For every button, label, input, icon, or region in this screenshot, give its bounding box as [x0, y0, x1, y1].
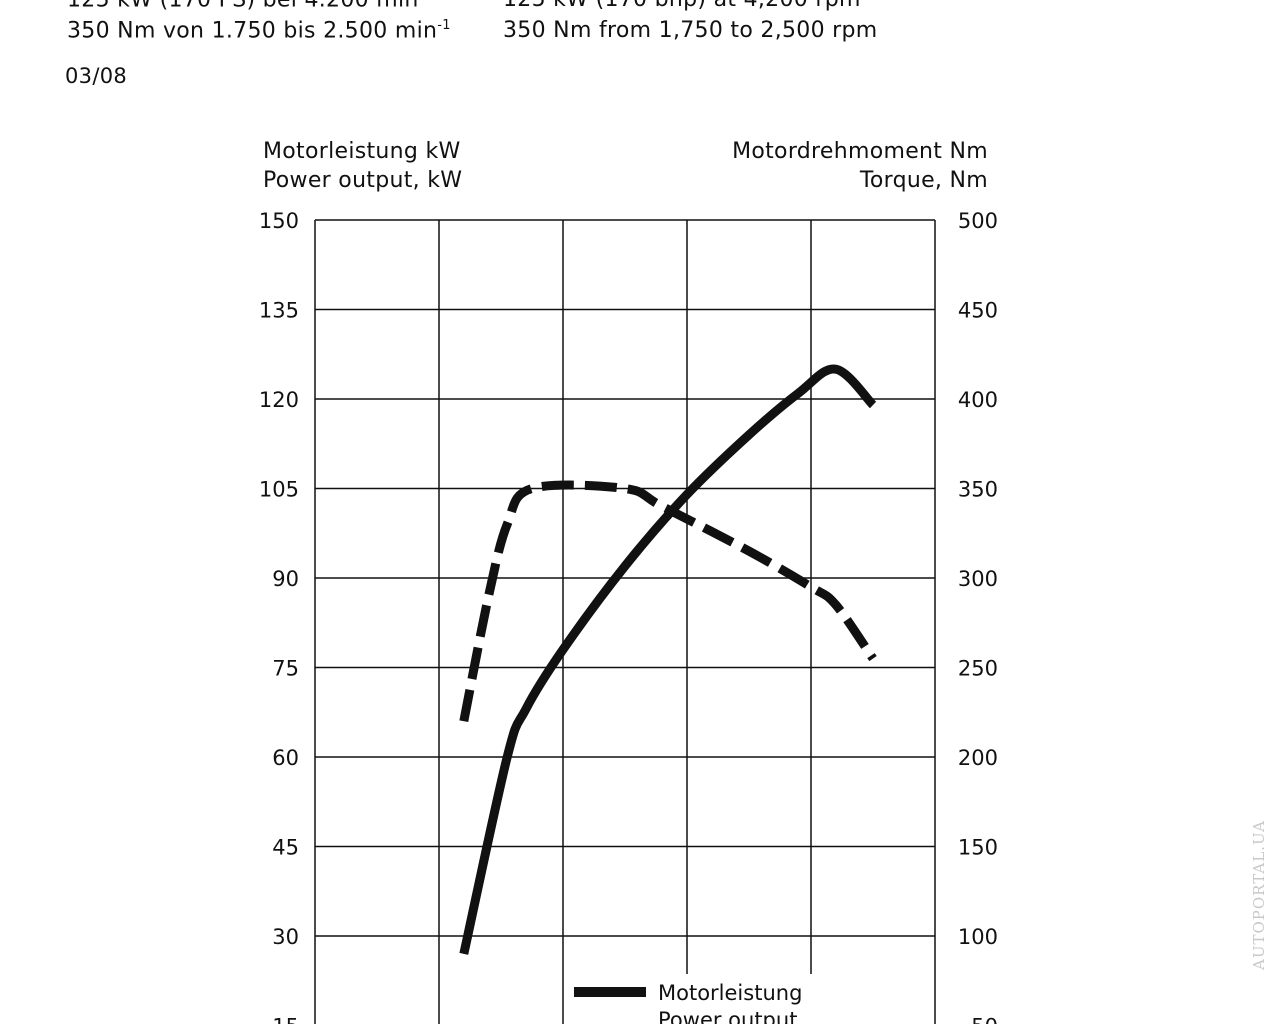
header-power-de: 125 kW (170 PS) bei 4.200 min-1	[67, 0, 432, 12]
y-right-tick-label: 50	[971, 1015, 998, 1024]
y-right-tick-label: 500	[958, 209, 998, 233]
y-right-tick-label: 100	[958, 925, 998, 949]
y-right-tick-label: 200	[958, 746, 998, 770]
watermark: AUTOPORTAL.UA	[1250, 820, 1268, 970]
y-left-tick-label: 15	[272, 1015, 299, 1024]
y-left-tick-label: 45	[272, 836, 299, 860]
header-torque-de: 350 Nm von 1.750 bis 2.500 min-1	[67, 18, 451, 44]
power-curve	[459, 364, 877, 955]
y-right-tick-label: 300	[958, 567, 998, 591]
y-left-tick-label: 90	[272, 567, 299, 591]
date-label: 03/08	[65, 64, 128, 88]
y-left-tick-label: 120	[259, 388, 299, 412]
y-left-tick-label: 75	[272, 657, 299, 681]
y-left-tick-label: 60	[272, 746, 299, 770]
y-left-label-en: Power output, kW	[263, 168, 463, 193]
y-right-label-de: Motordrehmoment Nm	[732, 139, 988, 164]
y-right-tick-label: 250	[958, 657, 998, 681]
y-left-tick-label: 150	[259, 209, 299, 233]
y-left-tick-label: 105	[259, 478, 299, 502]
y-right-label-en: Torque, Nm	[859, 168, 988, 193]
y-left-tick-label: 30	[272, 925, 299, 949]
legend-label-de: Motorleistung	[658, 981, 802, 1005]
legend-label-en: Power output	[658, 1008, 797, 1024]
legend-box	[568, 974, 838, 1024]
y-right-tick-label: 150	[958, 836, 998, 860]
y-right-tick-label: 350	[958, 478, 998, 502]
y-right-tick-label: 400	[958, 388, 998, 412]
header-power-en: 125 kW (170 bhp) at 4,200 rpm	[503, 0, 861, 12]
y-left-tick-label: 135	[259, 299, 299, 323]
header-torque-en: 350 Nm from 1,750 to 2,500 rpm	[503, 18, 878, 43]
y-right-tick-label: 450	[958, 299, 998, 323]
torque-curve	[459, 480, 877, 723]
y-left-label-de: Motorleistung kW	[263, 139, 461, 164]
